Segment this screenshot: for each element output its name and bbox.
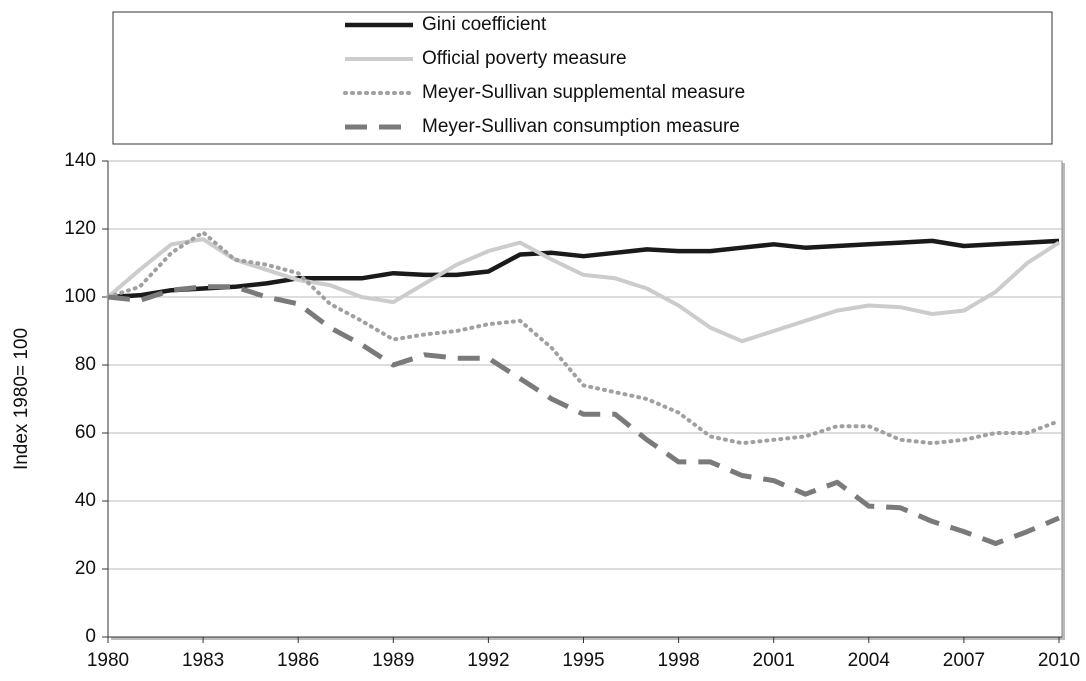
plot-area <box>107 160 1063 638</box>
y-tick-label: 60 <box>75 422 96 443</box>
y-tick-label: 20 <box>75 558 96 579</box>
legend-box <box>112 11 1053 145</box>
series-line <box>106 230 1061 446</box>
y-tick-label: 140 <box>64 150 96 171</box>
legend-label: Gini coefficient <box>422 14 547 35</box>
legend-label: Meyer-Sullivan supplemental measure <box>422 82 745 103</box>
y-tick-label: 120 <box>64 218 96 239</box>
x-tick-label: 1980 <box>87 650 129 671</box>
legend-label: Official poverty measure <box>422 48 627 69</box>
x-tick-label: 1986 <box>277 650 319 671</box>
y-tick-label: 0 <box>85 626 96 647</box>
y-tick-label: 40 <box>75 490 96 511</box>
x-tick-label: 1998 <box>657 650 699 671</box>
x-tick-label: 1989 <box>372 650 414 671</box>
x-tick-label: 1983 <box>182 650 224 671</box>
x-tick-label: 2007 <box>943 650 985 671</box>
x-tick-label: 1995 <box>562 650 604 671</box>
y-tick-label: 100 <box>64 286 96 307</box>
series-line <box>107 238 1060 300</box>
x-tick-label: 2001 <box>753 650 795 671</box>
y-axis-label: Index 1980= 100 <box>11 328 32 470</box>
x-tick-label: 1992 <box>467 650 509 671</box>
legend-label: Meyer-Sullivan consumption measure <box>422 116 740 137</box>
x-tick-label: 2010 <box>1038 650 1080 671</box>
x-tick-label: 2004 <box>848 650 891 671</box>
y-tick-label: 80 <box>75 354 96 375</box>
series-line <box>107 284 1060 546</box>
series-line <box>106 237 1061 344</box>
